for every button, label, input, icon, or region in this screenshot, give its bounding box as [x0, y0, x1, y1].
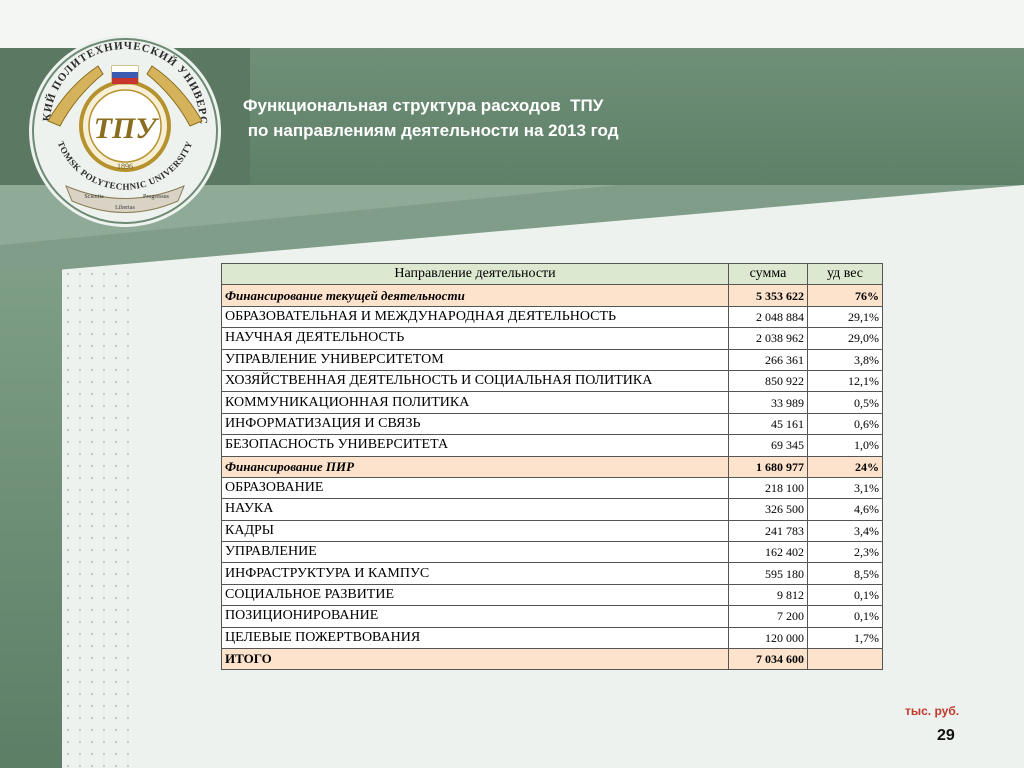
table-row: КОММУНИКАЦИОННАЯ ПОЛИТИКА 33 989 0,5% [221, 391, 883, 414]
header-direction: Направление деятельности [221, 262, 729, 286]
slide-title-line-1: Функциональная структура расходов ТПУ [243, 96, 604, 115]
unit-note: тыс. руб. [905, 704, 960, 718]
header-share: уд вес [807, 262, 883, 286]
table-row: БЕЗОПАСНОСТЬ УНИВЕРСИТЕТА 69 345 1,0% [221, 434, 883, 457]
row-name: КАДРЫ [221, 519, 729, 543]
table-row: УПРАВЛЕНИЕ УНИВЕРСИТЕТОМ 266 361 3,8% [221, 348, 883, 371]
row-sum: 2 038 962 [728, 327, 808, 350]
row-name: ИНФОРМАТИЗАЦИЯ И СВЯЗЬ [221, 412, 729, 436]
row-sum: 7 034 600 [728, 648, 808, 671]
table-row: ПОЗИЦИОНИРОВАНИЕ 7 200 0,1% [221, 605, 883, 628]
tpu-emblem: ТОМСКИЙ ПОЛИТЕХНИЧЕСКИЙ УНИВЕРСИТЕТ TOMS… [28, 26, 221, 227]
row-sum: 850 922 [728, 369, 808, 393]
row-sum: 5 353 622 [728, 284, 808, 307]
logo-ribbon-right: Progressus [143, 194, 170, 200]
row-share [807, 648, 883, 671]
row-share: 8,5% [807, 562, 883, 585]
table-row: ИНФОРМАТИЗАЦИЯ И СВЯЗЬ 45 161 0,6% [221, 412, 883, 436]
header-sum: сумма [728, 262, 808, 286]
page-number: 29 [937, 727, 955, 744]
row-sum: 266 361 [728, 348, 808, 371]
row-share: 0,1% [807, 583, 883, 607]
row-sum: 9 812 [728, 583, 808, 607]
row-name: НАУКА [221, 498, 729, 521]
row-name: УПРАВЛЕНИЕ [221, 541, 729, 564]
row-share: 1,0% [807, 434, 883, 457]
row-name: Финансирование ПИР [221, 455, 729, 478]
row-name: ИТОГО [221, 648, 729, 671]
table-group-row: Финансирование ПИР 1 680 977 24% [221, 455, 883, 478]
row-share: 76% [807, 284, 883, 307]
row-sum: 218 100 [728, 476, 808, 500]
row-sum: 7 200 [728, 605, 808, 628]
row-share: 3,4% [807, 519, 883, 543]
row-share: 29,1% [807, 305, 883, 329]
row-name: ИНФРАСТРУКТУРА И КАМПУС [221, 562, 729, 585]
row-name: ОБРАЗОВАНИЕ [221, 476, 729, 500]
left-decor-panel [0, 268, 62, 768]
row-sum: 33 989 [728, 391, 808, 414]
row-name: КОММУНИКАЦИОННАЯ ПОЛИТИКА [221, 391, 729, 414]
row-name: ПОЗИЦИОНИРОВАНИЕ [221, 605, 729, 628]
table-total-row: ИТОГО 7 034 600 [221, 648, 883, 671]
expense-table: Направление деятельности сумма уд вес Фи… [221, 262, 883, 671]
row-share: 2,3% [807, 541, 883, 564]
row-sum: 241 783 [728, 519, 808, 543]
row-name: СОЦИАЛЬНОЕ РАЗВИТИЕ [221, 583, 729, 607]
row-name: Финансирование текущей деятельности [221, 284, 729, 307]
slide-title: Функциональная структура расходов ТПУ по… [243, 93, 619, 143]
row-name: НАУЧНАЯ ДЕЯТЕЛЬНОСТЬ [221, 327, 729, 350]
row-share: 1,7% [807, 626, 883, 650]
table-row: НАУЧНАЯ ДЕЯТЕЛЬНОСТЬ 2 038 962 29,0% [221, 327, 883, 350]
table-row: СОЦИАЛЬНОЕ РАЗВИТИЕ 9 812 0,1% [221, 583, 883, 607]
logo-monogram: ТПУ [94, 112, 160, 145]
logo-year: 1896 [117, 162, 133, 171]
table-row: ЦЕЛЕВЫЕ ПОЖЕРТВОВАНИЯ 120 000 1,7% [221, 626, 883, 650]
slide-title-line-2: по направлениям деятельности на 2013 год [243, 121, 619, 140]
table-header-row: Направление деятельности сумма уд вес [221, 262, 883, 286]
row-sum: 162 402 [728, 541, 808, 564]
table-group-row: Финансирование текущей деятельности 5 353… [221, 284, 883, 307]
table-row: ОБРАЗОВАНИЕ 218 100 3,1% [221, 476, 883, 500]
row-sum: 2 048 884 [728, 305, 808, 329]
table-row: КАДРЫ 241 783 3,4% [221, 519, 883, 543]
row-name: БЕЗОПАСНОСТЬ УНИВЕРСИТЕТА [221, 434, 729, 457]
row-share: 29,0% [807, 327, 883, 350]
row-sum: 69 345 [728, 434, 808, 457]
top-band [0, 0, 1024, 48]
row-share: 12,1% [807, 369, 883, 393]
table-row: УПРАВЛЕНИЕ 162 402 2,3% [221, 541, 883, 564]
row-sum: 595 180 [728, 562, 808, 585]
row-share: 0,6% [807, 412, 883, 436]
logo-ribbon-center: Libertas [115, 205, 135, 211]
row-sum: 1 680 977 [728, 455, 808, 478]
logo-ribbon-left: Scientia [84, 194, 104, 200]
row-share: 24% [807, 455, 883, 478]
row-name: ОБРАЗОВАТЕЛЬНАЯ И МЕЖДУНАРОДНАЯ ДЕЯТЕЛЬН… [221, 305, 729, 329]
row-sum: 326 500 [728, 498, 808, 521]
row-share: 0,1% [807, 605, 883, 628]
row-share: 4,6% [807, 498, 883, 521]
table-body: Финансирование текущей деятельности 5 353… [221, 284, 883, 671]
row-name: ЦЕЛЕВЫЕ ПОЖЕРТВОВАНИЯ [221, 626, 729, 650]
row-share: 0,5% [807, 391, 883, 414]
row-sum: 45 161 [728, 412, 808, 436]
row-share: 3,1% [807, 476, 883, 500]
left-dot-pattern [62, 268, 132, 768]
row-name: ХОЗЯЙСТВЕННАЯ ДЕЯТЕЛЬНОСТЬ И СОЦИАЛЬНАЯ … [221, 369, 729, 393]
table-row: ОБРАЗОВАТЕЛЬНАЯ И МЕЖДУНАРОДНАЯ ДЕЯТЕЛЬН… [221, 305, 883, 329]
table-row: ХОЗЯЙСТВЕННАЯ ДЕЯТЕЛЬНОСТЬ И СОЦИАЛЬНАЯ … [221, 369, 883, 393]
row-name: УПРАВЛЕНИЕ УНИВЕРСИТЕТОМ [221, 348, 729, 371]
row-sum: 120 000 [728, 626, 808, 650]
row-share: 3,8% [807, 348, 883, 371]
table-row: НАУКА 326 500 4,6% [221, 498, 883, 521]
table-row: ИНФРАСТРУКТУРА И КАМПУС 595 180 8,5% [221, 562, 883, 585]
